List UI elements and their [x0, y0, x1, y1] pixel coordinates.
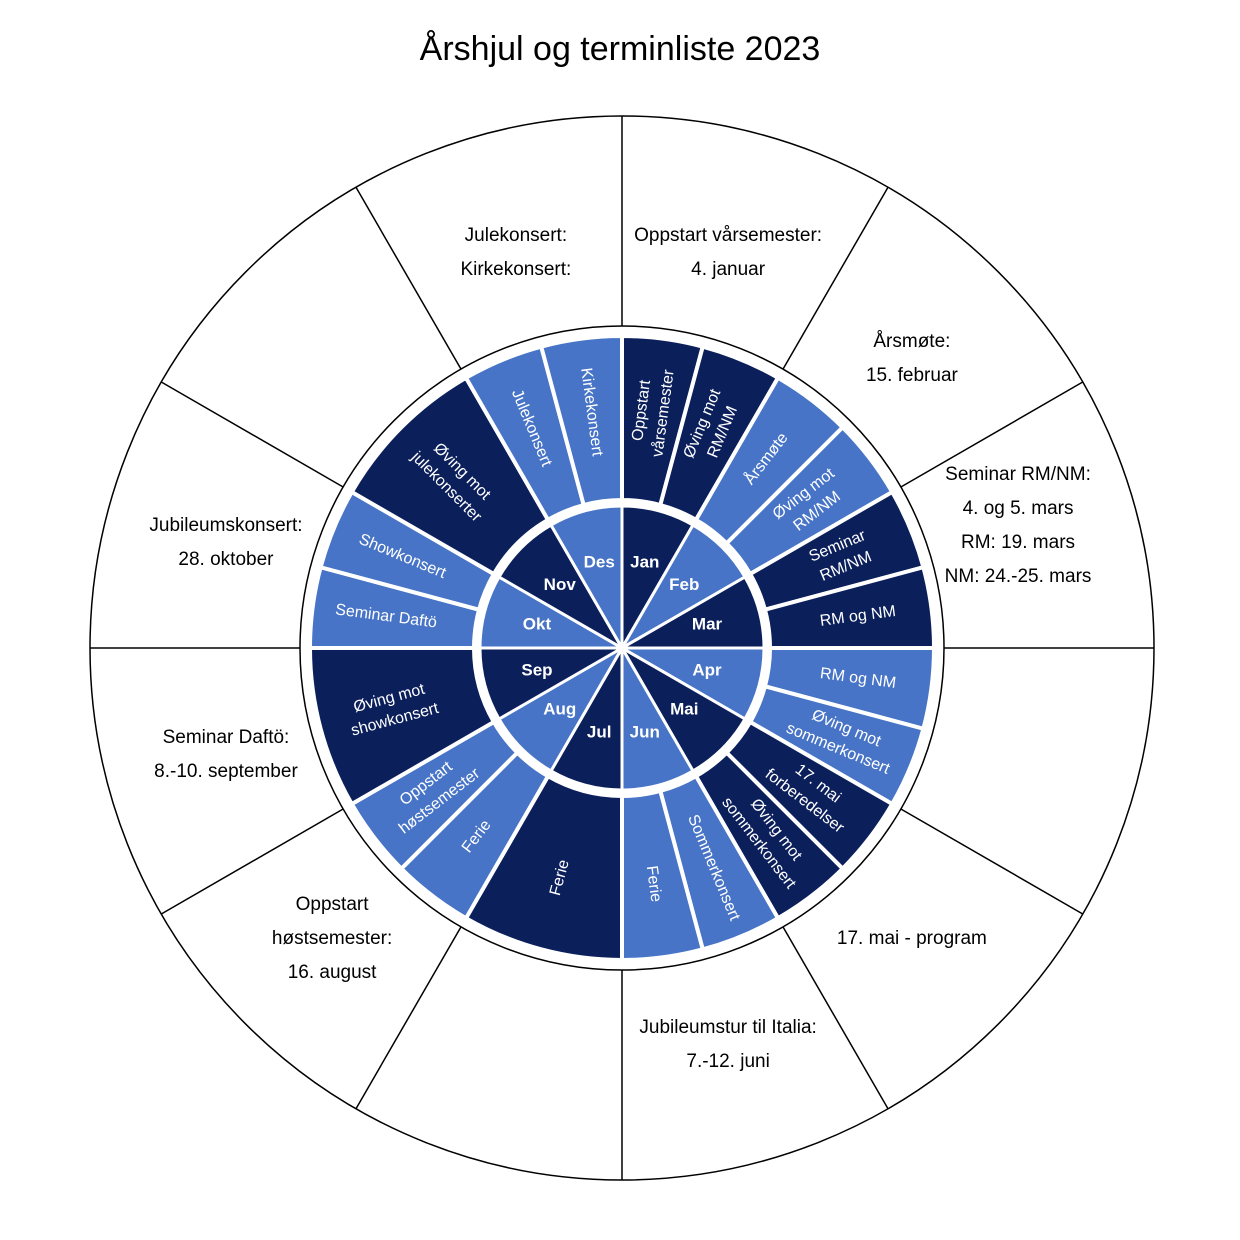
month-label-jun: Jun: [630, 723, 660, 742]
note-line: 8.-10. september: [154, 761, 298, 782]
month-label-jan: Jan: [630, 552, 659, 571]
note-line: høstsemester:: [272, 928, 392, 949]
month-sector-des: [548, 504, 624, 654]
month-label-jul: Jul: [587, 723, 612, 742]
month-label-apr: Apr: [692, 660, 722, 679]
note-line: Årsmøte:: [873, 331, 950, 352]
note-mai: 17. mai - program: [837, 928, 987, 949]
month-label-feb: Feb: [669, 575, 699, 594]
activity-ring: Oppstartvårsemester Øving motRM/NM Årsmøte…: [307, 333, 937, 963]
note-line: 15. februar: [866, 365, 959, 386]
note-sep: Seminar Daftö: 8.-10. september: [154, 727, 298, 782]
note-line: Oppstart vårsemester:: [634, 225, 822, 246]
note-des: Julekonsert: Kirkekonsert:: [460, 225, 571, 280]
note-line: Seminar RM/NM:: [945, 464, 1091, 485]
sector-divider: [160, 381, 344, 488]
month-label-aug: Aug: [543, 700, 576, 719]
month-label-nov: Nov: [544, 575, 577, 594]
month-label-sep: Sep: [521, 660, 552, 679]
note-line: Julekonsert:: [465, 225, 567, 246]
activity-label: Ferie: [643, 865, 665, 903]
note-line: NM: 24.-25. mars: [945, 566, 1092, 587]
note-line: 28. oktober: [178, 549, 274, 570]
note-line: 4. januar: [691, 259, 766, 280]
note-line: Jubileumstur til Italia:: [639, 1017, 816, 1038]
month-ring: Jan Feb Mar Apr Mai Jun Jul Aug Sep Okt Nov Des: [478, 504, 766, 792]
note-line: RM: 19. mars: [961, 532, 1075, 553]
hub: [619, 645, 625, 651]
sector-divider: [900, 381, 1084, 488]
note-line: 17. mai - program: [837, 928, 987, 949]
sector-divider: [160, 808, 344, 915]
month-label-mar: Mar: [692, 615, 723, 634]
sector-divider: [782, 926, 889, 1110]
note-jan: Oppstart vårsemester: 4. januar: [634, 225, 822, 280]
sector-divider: [355, 926, 462, 1110]
note-aug: Oppstart høstsemester: 16. august: [272, 894, 392, 983]
note-mar: Seminar RM/NM: 4. og 5. mars RM: 19. mars N…: [945, 464, 1092, 587]
note-line: Jubileumskonsert:: [149, 515, 302, 536]
sector-divider: [782, 186, 889, 370]
note-line: Kirkekonsert:: [460, 259, 571, 280]
month-label-okt: Okt: [523, 615, 552, 634]
month-label-mai: Mai: [670, 700, 698, 719]
note-line: 7.-12. juni: [686, 1051, 769, 1072]
note-line: 4. og 5. mars: [963, 498, 1074, 519]
page-title: Årshjul og terminliste 2023: [419, 30, 821, 68]
month-label-des: Des: [584, 552, 615, 571]
sector-divider: [355, 186, 462, 370]
note-line: Seminar Daftö:: [163, 727, 290, 748]
outer-notes: Oppstart vårsemester: 4. januar Årsmøte: 15…: [149, 225, 1091, 1072]
note-jun: Jubileumstur til Italia: 7.-12. juni: [639, 1017, 816, 1072]
note-line: 16. august: [288, 962, 377, 983]
note-feb: Årsmøte: 15. februar: [866, 331, 959, 386]
activity-label-line: Ferie: [643, 865, 665, 903]
note-line: Oppstart: [296, 894, 370, 915]
sector-divider: [900, 808, 1084, 915]
note-okt: Jubileumskonsert: 28. oktober: [149, 515, 302, 570]
activity-segment: [538, 333, 624, 508]
